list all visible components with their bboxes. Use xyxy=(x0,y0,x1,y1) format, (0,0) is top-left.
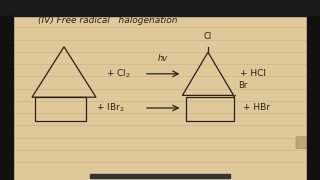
Text: + HBr: + HBr xyxy=(243,103,270,112)
Text: + HCl: + HCl xyxy=(240,69,266,78)
Text: + Cl$_2$: + Cl$_2$ xyxy=(106,68,130,80)
Text: hv: hv xyxy=(158,54,168,63)
Bar xyxy=(186,97,234,121)
Text: Cl: Cl xyxy=(204,32,212,41)
Text: + IBr$_2$: + IBr$_2$ xyxy=(96,102,124,114)
FancyBboxPatch shape xyxy=(296,137,310,148)
Text: Br: Br xyxy=(238,81,248,90)
Bar xyxy=(35,97,86,121)
Text: (IV) Free radical   halogenation: (IV) Free radical halogenation xyxy=(38,16,178,25)
